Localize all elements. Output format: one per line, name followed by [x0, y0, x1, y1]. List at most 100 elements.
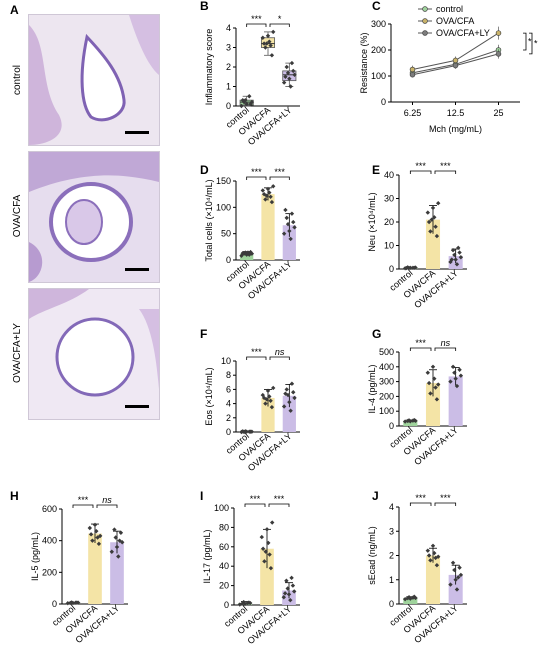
y-tick-label: 100 [371, 71, 386, 81]
data-point [285, 586, 290, 591]
data-point [247, 252, 252, 257]
y-tick-label: 4 [226, 399, 231, 409]
data-point [428, 558, 433, 563]
data-point [430, 543, 436, 548]
data-point [262, 559, 267, 564]
data-point [249, 99, 255, 105]
data-point [247, 429, 252, 434]
data-point [268, 398, 273, 403]
data-point [457, 565, 462, 570]
data-point [432, 215, 437, 220]
bar [110, 542, 124, 604]
significance-bracket [269, 356, 290, 360]
data-point [239, 103, 244, 109]
data-point [114, 544, 120, 550]
data-point [265, 186, 271, 192]
series-point [495, 51, 502, 57]
data-point [452, 252, 457, 258]
y-tick-label: 40 [219, 561, 229, 571]
y-tick-label: 0 [226, 427, 231, 437]
data-point [247, 94, 252, 99]
data-point [263, 401, 268, 406]
data-point [448, 379, 453, 384]
data-point [281, 80, 287, 85]
data-point [283, 207, 288, 213]
data-point [287, 76, 292, 81]
panel-letter-I: I [200, 489, 203, 503]
data-point [458, 572, 464, 578]
data-point [68, 600, 73, 606]
data-point [267, 39, 272, 44]
significance-bracket [96, 504, 118, 508]
data-point [284, 215, 289, 221]
data-point [283, 74, 288, 79]
series-point [495, 30, 502, 36]
significance-label: *** [274, 494, 285, 504]
y-tick-label: 20 [219, 581, 229, 591]
significance-bracket [434, 502, 457, 506]
x-tick-label: 12.5 [447, 108, 465, 118]
data-point [288, 236, 293, 242]
y-tick-label: 300 [379, 377, 394, 387]
data-point [245, 250, 251, 255]
y-tick-label: 2 [226, 62, 231, 72]
significance-bracket [244, 503, 266, 507]
data-point [268, 565, 274, 571]
legend-label: OVA/CFA [436, 16, 474, 26]
y-axis-label: IL-17 (pg/mL) [202, 529, 212, 583]
data-point [458, 255, 464, 260]
significance-bracket [409, 170, 432, 174]
data-point [433, 385, 438, 390]
data-point [118, 530, 124, 535]
data-point [268, 194, 273, 199]
y-tick-label: 0 [226, 101, 231, 111]
data-point [241, 599, 246, 605]
panel-letter-D: D [200, 163, 209, 177]
y-tick-label: 10 [384, 241, 394, 251]
significance-label: *** [251, 347, 262, 357]
significance-bracket [529, 32, 533, 55]
data-point [428, 391, 433, 396]
micrograph-ova-cfa-ly [28, 288, 160, 420]
data-point [410, 265, 416, 271]
y-tick-label: 6 [226, 384, 231, 394]
legend-marker [422, 6, 428, 12]
panel-letter-A: A [10, 3, 19, 17]
data-point [436, 201, 441, 206]
data-point [117, 538, 122, 543]
y-tick-label: 0 [389, 264, 394, 274]
data-point [264, 397, 269, 402]
significance-label: *** [415, 338, 426, 348]
y-tick-label: 300 [371, 19, 386, 29]
data-point [245, 600, 250, 606]
micrograph-ova-cfa-image [29, 152, 159, 282]
data-point [433, 224, 438, 229]
data-point [433, 555, 438, 561]
data-point [292, 395, 297, 401]
data-point [457, 250, 462, 255]
data-point [291, 219, 296, 225]
scale-bar [125, 131, 149, 134]
data-point [98, 533, 103, 539]
legend-marker [422, 30, 428, 36]
data-point [287, 399, 292, 405]
data-point [450, 560, 456, 565]
significance-bracket [434, 170, 457, 174]
bar [260, 548, 274, 605]
significance-label: ns [102, 495, 112, 505]
y-tick-label: 200 [379, 391, 394, 401]
data-point [87, 525, 92, 531]
data-point [426, 380, 432, 386]
x-tick-label: 6.25 [404, 108, 422, 118]
data-point [260, 188, 265, 193]
y-tick-label: 3 [226, 43, 231, 53]
data-point [269, 199, 275, 205]
chart-panels: B 0 1 2 3 4 Inflammatory score control OVA/CFA OV… [10, 0, 538, 646]
data-point [284, 64, 289, 70]
data-point [270, 520, 275, 525]
data-point [264, 41, 269, 46]
data-point [263, 197, 268, 202]
significance-label: *** [415, 493, 426, 503]
